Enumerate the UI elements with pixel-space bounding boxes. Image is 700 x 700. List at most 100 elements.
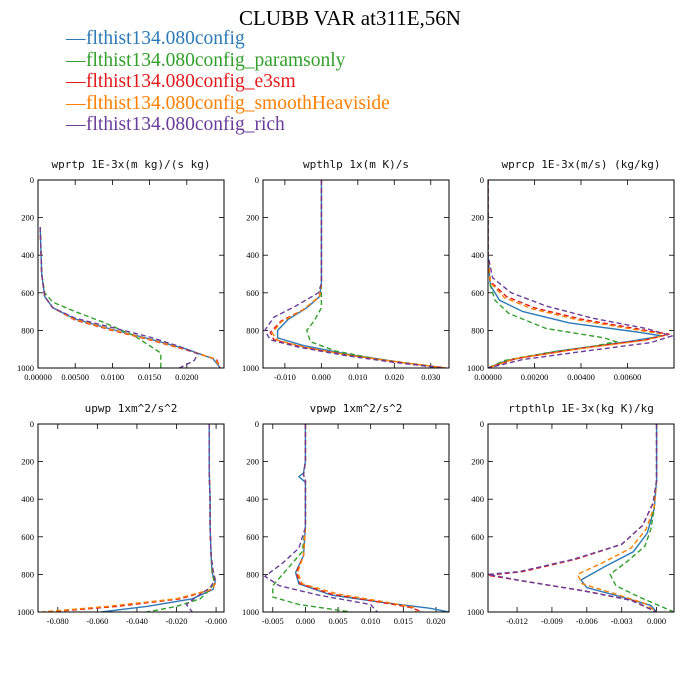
x-tick-label: 0.030 (421, 372, 440, 382)
legend-dash-icon: — (66, 92, 86, 114)
y-tick-label: 600 (246, 288, 259, 298)
series-line (294, 424, 449, 612)
panel-title: wpthlp 1x(m K)/s (303, 158, 409, 171)
x-tick-label: 0.010 (361, 616, 380, 626)
plot-frame (37, 179, 225, 369)
x-tick-label: -0.003 (611, 616, 633, 626)
y-tick-label: 200 (471, 457, 484, 467)
series-line (39, 226, 221, 368)
y-tick-label: 0 (255, 175, 259, 185)
x-tick-label: 0.0200 (175, 372, 198, 382)
series-line (296, 424, 417, 612)
x-tick-label: 0.0150 (138, 372, 161, 382)
y-tick-label: 600 (471, 288, 484, 298)
x-tick-label: 0.00600 (614, 372, 642, 382)
y-tick-label: 200 (471, 213, 484, 223)
series-line (39, 226, 221, 368)
y-tick-label: 0 (30, 419, 34, 429)
x-tick-label: -0.040 (126, 616, 148, 626)
series-line (488, 180, 663, 368)
series-line (488, 180, 668, 368)
chart-panel: wpthlp 1x(m K)/s 0 200 400 600 800 1000 -0.010 0… (242, 158, 450, 382)
series-line (263, 180, 442, 368)
y-tick-label: 800 (246, 325, 259, 335)
plot-frame (37, 423, 225, 613)
legend-label: flthist134.080config_rich (86, 114, 285, 135)
y-tick-label: 400 (21, 250, 34, 260)
series-line (306, 180, 446, 368)
y-tick-label: 800 (21, 325, 34, 335)
series-line (272, 424, 352, 612)
y-tick-label: 0 (30, 175, 34, 185)
panel-title: rtpthlp 1E-3x(kg K)/kg (508, 402, 654, 415)
y-tick-label: 800 (21, 569, 34, 579)
x-tick-label: 0.000 (296, 616, 315, 626)
legend-dash-icon: — (66, 114, 86, 135)
x-tick-label: 0.000 (312, 372, 331, 382)
y-tick-label: 400 (246, 494, 259, 504)
legend-label: flthist134.080config (86, 28, 245, 49)
y-tick-label: 600 (471, 532, 484, 542)
series-line (271, 180, 446, 368)
y-tick-label: 1000 (467, 607, 484, 617)
series-line (39, 226, 200, 368)
series-line (576, 424, 658, 612)
legend-label: flthist134.080config_smoothHeaviside (86, 92, 390, 114)
x-tick-label: -0.060 (86, 616, 108, 626)
legend-dash-icon: — (66, 28, 86, 49)
y-tick-label: 400 (471, 494, 484, 504)
y-tick-label: 200 (21, 457, 34, 467)
legend: —flthist134.080config —flthist134.080conf… (66, 28, 390, 136)
x-tick-label: 0.00000 (474, 372, 502, 382)
series-line (185, 424, 216, 612)
series-line (41, 424, 217, 612)
series-line (263, 424, 378, 612)
y-tick-label: 1000 (242, 607, 259, 617)
y-tick-label: 1000 (467, 363, 484, 373)
chart-panel: rtpthlp 1E-3x(kg K)/kg 0 200 400 600 800 1000 -… (467, 402, 675, 626)
y-tick-label: 400 (21, 494, 34, 504)
panel-title: wprcp 1E-3x(m/s) (kg/kg) (502, 158, 661, 171)
chart-panel: upwp 1xm^2/s^2 0 200 400 600 800 1000 -0.080 -0.… (17, 402, 227, 626)
plot-frame (262, 179, 450, 369)
x-tick-label: 0.005 (328, 616, 347, 626)
legend-dash-icon: — (66, 71, 86, 92)
y-tick-label: 200 (21, 213, 34, 223)
legend-label: flthist134.080config_e3sm (86, 71, 296, 92)
series-line (101, 424, 216, 612)
x-tick-label: -0.000 (205, 616, 227, 626)
chart-panel: wprcp 1E-3x(m/s) (kg/kg) 0 200 400 600 800 100… (467, 158, 675, 382)
y-tick-label: 800 (471, 569, 484, 579)
y-tick-label: 0 (480, 175, 484, 185)
y-tick-label: 600 (21, 532, 34, 542)
legend-dash-icon: — (66, 49, 86, 71)
x-tick-label: -0.005 (262, 616, 284, 626)
x-tick-label: 0.00500 (61, 372, 89, 382)
y-tick-label: 800 (246, 569, 259, 579)
y-tick-label: 200 (246, 213, 259, 223)
plot-frame (487, 179, 675, 369)
series-line (39, 226, 221, 368)
y-tick-label: 800 (471, 325, 484, 335)
y-tick-label: 0 (480, 419, 484, 429)
x-tick-label: 0.000 (647, 616, 666, 626)
plot-frame (262, 423, 450, 613)
legend-entry: —flthist134.080config_smoothHeaviside (66, 93, 390, 115)
x-tick-label: 0.00000 (24, 372, 52, 382)
panel-title: vpwp 1xm^2/s^2 (310, 402, 403, 415)
chart-panel: vpwp 1xm^2/s^2 0 200 400 600 800 1000-0.005 0.0… (242, 402, 450, 626)
legend-entry: —flthist134.080config_e3sm (66, 71, 390, 93)
series-line (47, 424, 217, 612)
plot-frame (487, 423, 675, 613)
x-tick-label: 0.00200 (521, 372, 549, 382)
series-line (269, 180, 446, 368)
panel-title: wprtp 1E-3x(m kg)/(s kg) (52, 158, 211, 171)
x-tick-label: -0.009 (541, 616, 563, 626)
x-tick-label: -0.010 (274, 372, 296, 382)
series-line (146, 424, 215, 612)
series-line (276, 180, 446, 368)
x-tick-label: 0.020 (426, 616, 445, 626)
series-line (579, 424, 658, 612)
legend-label: flthist134.080config_paramsonly (86, 49, 346, 71)
series-line (39, 226, 162, 368)
